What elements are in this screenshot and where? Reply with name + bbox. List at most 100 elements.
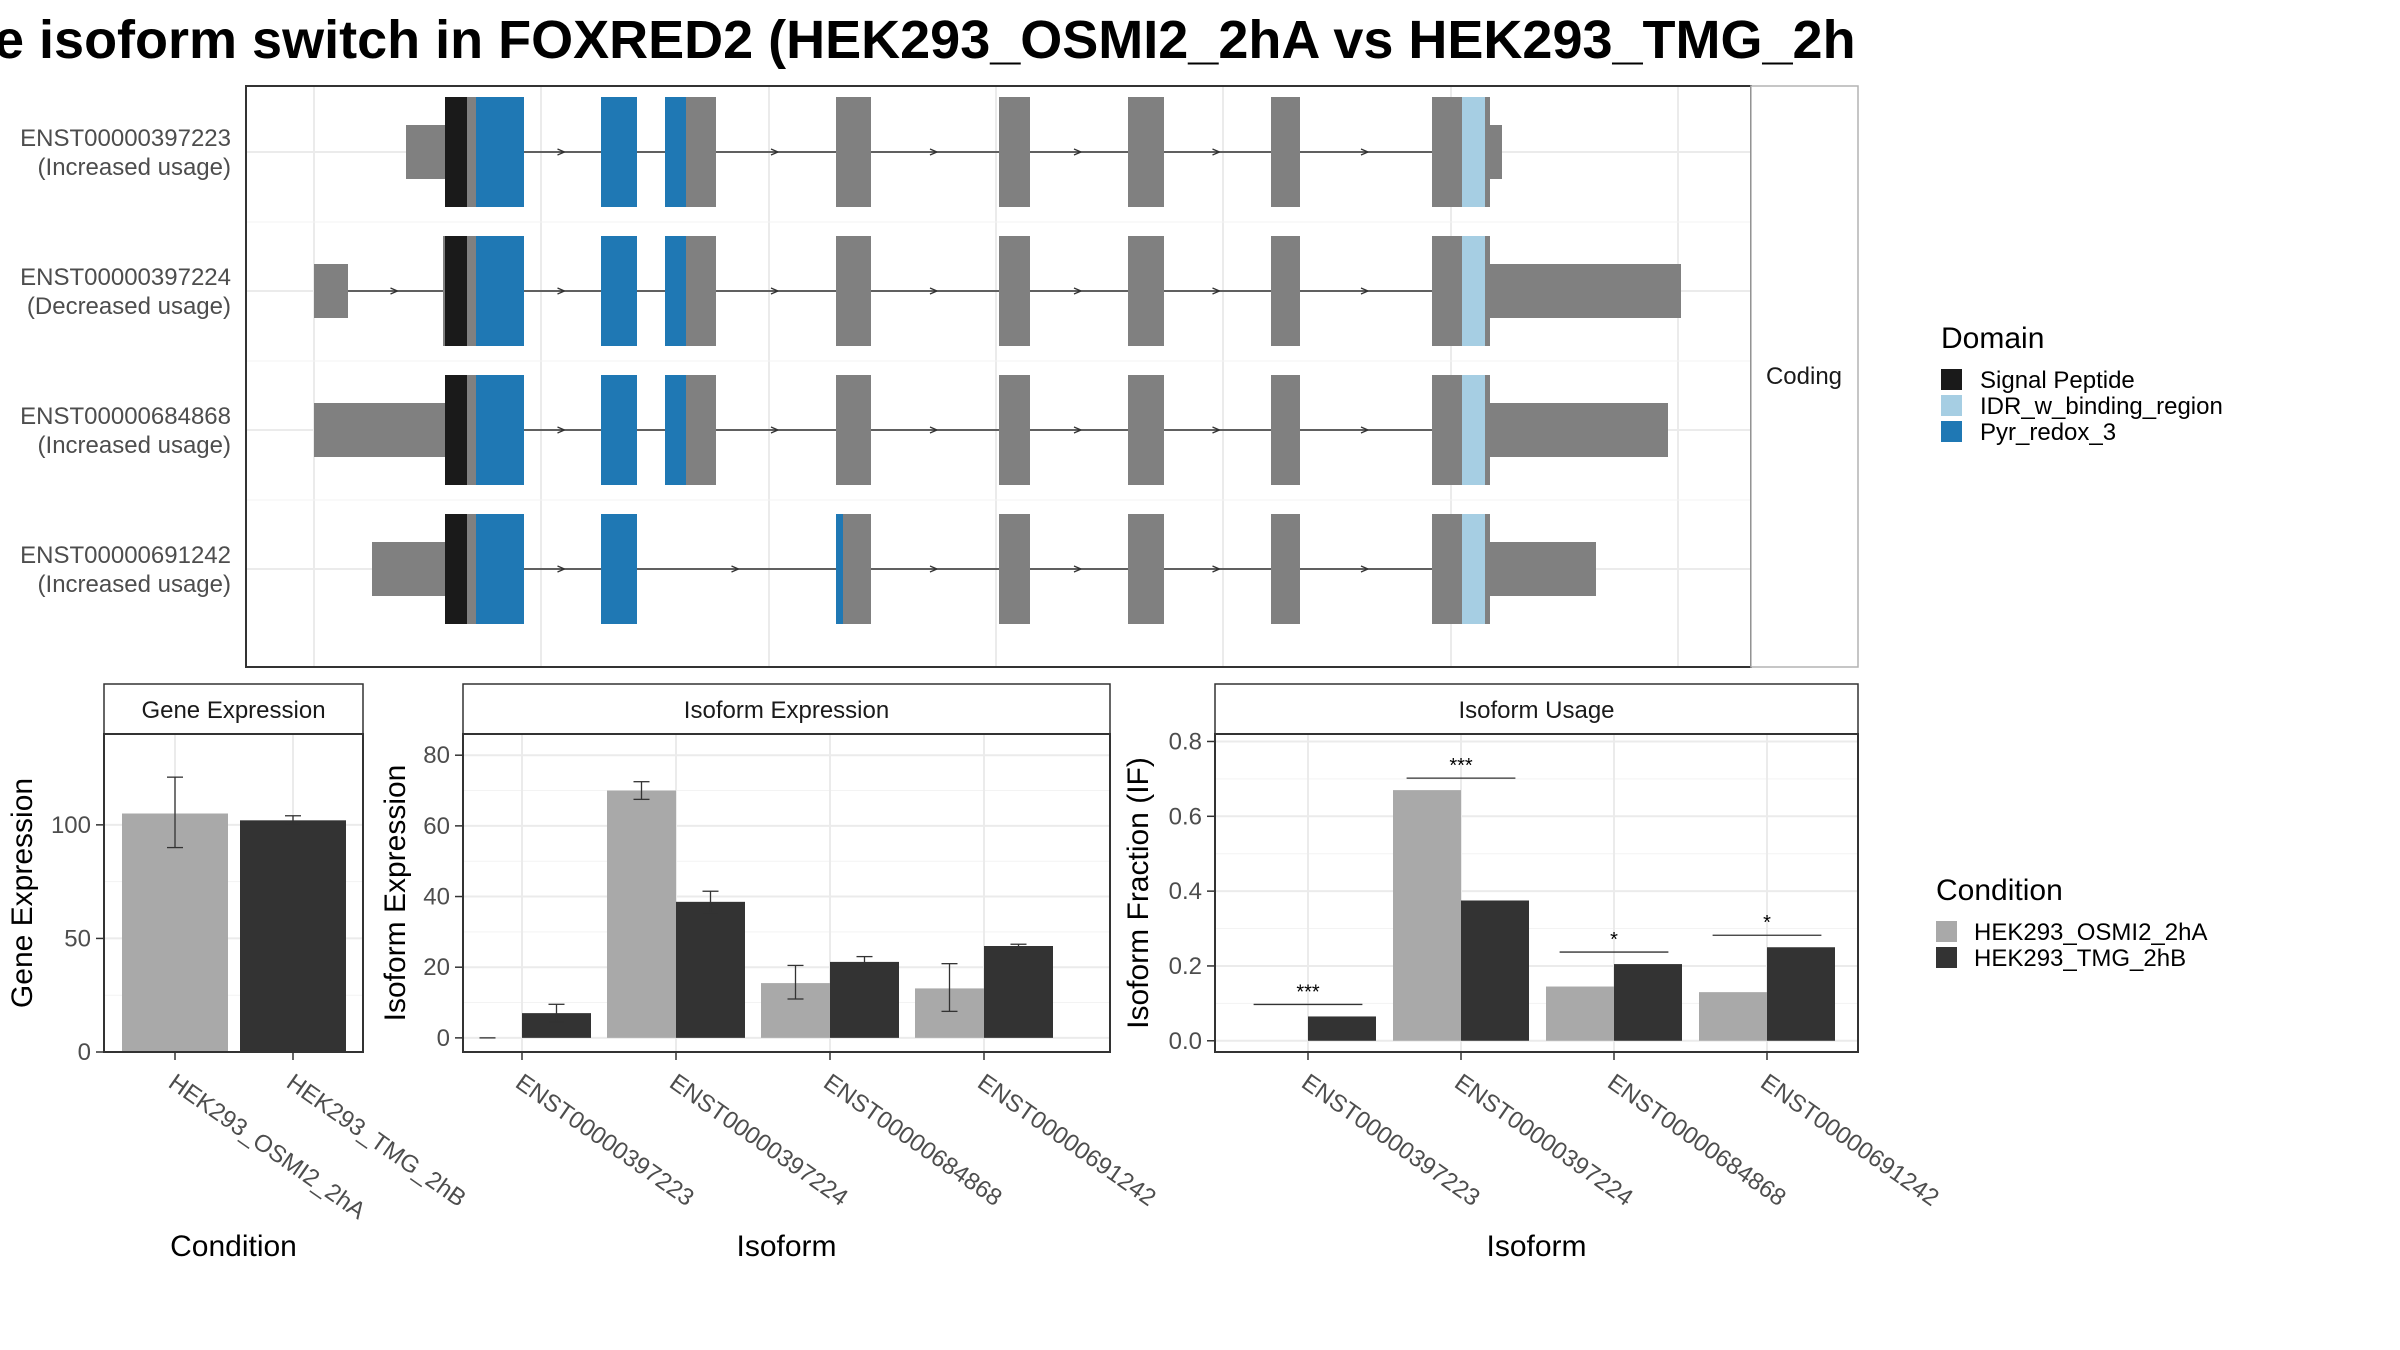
- isoform-expression-panel: Isoform ExpressionENST00000397223ENST000…: [379, 683, 1161, 1263]
- legend-label-cond-a: HEK293_OSMI2_2hA: [1974, 919, 2207, 946]
- pyr-redox-segment: [601, 236, 637, 346]
- utr5-segment: [314, 264, 348, 318]
- bar: [1308, 1016, 1376, 1041]
- intron-arrow: [1212, 287, 1222, 295]
- idr-segment: [1462, 97, 1485, 207]
- exon-segment: [467, 97, 476, 207]
- legend-key-cond-b: [1936, 947, 1957, 968]
- pyr-redox-segment: [601, 97, 637, 207]
- utr5-segment: [372, 542, 445, 596]
- intron-arrow: [731, 565, 741, 573]
- pyr-redox-segment: [476, 514, 524, 624]
- intron-arrow: [1073, 287, 1083, 295]
- y-tick-label: 50: [64, 925, 91, 952]
- utr5-segment: [406, 125, 445, 179]
- intron-arrow: [1212, 148, 1222, 156]
- exon-segment: [1485, 375, 1490, 485]
- bar: [1614, 964, 1682, 1041]
- signal-peptide-segment: [445, 97, 467, 207]
- x-axis-title: Isoform: [736, 1230, 836, 1263]
- significance-label: ***: [1449, 755, 1473, 777]
- y-axis-title: Isoform Fraction (IF): [1122, 757, 1155, 1029]
- exon-segment: [686, 236, 716, 346]
- bar: [1699, 992, 1767, 1041]
- exon-segment: [836, 375, 871, 485]
- intron-arrow: [1073, 565, 1083, 573]
- idr-segment: [1462, 236, 1485, 346]
- transcript-usage: (Increased usage): [38, 571, 231, 598]
- y-axis-title: Gene Expression: [6, 778, 39, 1008]
- x-axis-title: Isoform: [1486, 1230, 1586, 1263]
- intron-arrow: [770, 287, 780, 295]
- exon-segment: [999, 236, 1030, 346]
- intron-arrow: [1073, 426, 1083, 434]
- exon-segment: [1485, 236, 1490, 346]
- legend-key-pyr-redox: [1941, 421, 1962, 442]
- transcript-usage: (Increased usage): [38, 432, 231, 459]
- intron-arrow: [770, 426, 780, 434]
- utr5-segment: [314, 403, 445, 457]
- significance-label: *: [1763, 912, 1771, 934]
- domain-legend-title: Domain: [1941, 322, 2044, 355]
- exon-segment: [836, 236, 871, 346]
- bar: [1546, 986, 1614, 1041]
- exon-segment: [1485, 514, 1490, 624]
- y-tick-label: 100: [51, 812, 91, 839]
- intron-arrow: [770, 148, 780, 156]
- intron-arrow: [1212, 565, 1222, 573]
- legend-key-signal-peptide: [1941, 369, 1962, 390]
- y-tick-label: 80: [423, 742, 450, 769]
- pyr-redox-segment: [665, 236, 686, 346]
- exon-segment: [467, 236, 476, 346]
- exon-segment: [843, 514, 871, 624]
- intron-arrow: [929, 565, 939, 573]
- facet-label: Coding: [1766, 363, 1842, 390]
- bar: [984, 946, 1053, 1038]
- facet-strip: [1750, 85, 1859, 668]
- y-axis-title: Isoform Expression: [379, 765, 412, 1022]
- exon-segment: [999, 375, 1030, 485]
- idr-segment: [1462, 514, 1485, 624]
- utr3-segment: [1490, 403, 1668, 457]
- exon-segment: [686, 97, 716, 207]
- exon-segment: [686, 375, 716, 485]
- intron-arrow: [929, 148, 939, 156]
- panel-title: Isoform Usage: [1458, 697, 1614, 724]
- bar: [1461, 900, 1529, 1041]
- y-tick-label: 60: [423, 813, 450, 840]
- bar: [240, 820, 346, 1052]
- x-tick-label: HEK293_OSMI2_2hA: [164, 1069, 371, 1225]
- bar: [1767, 947, 1835, 1041]
- intron-arrow: [1360, 148, 1370, 156]
- significance-label: *: [1610, 929, 1618, 951]
- idr-segment: [1462, 375, 1485, 485]
- panel-strip: [103, 683, 364, 735]
- legend-label-idr: IDR_w_binding_region: [1980, 393, 2223, 420]
- intron-arrow: [1360, 565, 1370, 573]
- exon-segment: [1271, 97, 1300, 207]
- intron-arrow: [1073, 148, 1083, 156]
- y-tick-label: 0: [437, 1025, 450, 1052]
- y-tick-label: 0.2: [1169, 953, 1202, 980]
- transcript-usage: (Increased usage): [38, 154, 231, 181]
- exon-segment: [467, 514, 476, 624]
- pyr-redox-segment: [665, 97, 686, 207]
- signal-peptide-segment: [445, 375, 467, 485]
- exon-segment: [1271, 375, 1300, 485]
- intron-arrow: [557, 148, 567, 156]
- intron-arrow: [557, 287, 567, 295]
- panel-border: [103, 733, 364, 1053]
- pyr-redox-segment: [665, 375, 686, 485]
- utr3-segment: [1490, 542, 1596, 596]
- pyr-redox-segment: [476, 236, 524, 346]
- bar: [122, 813, 228, 1052]
- intron-arrow: [557, 565, 567, 573]
- exon-segment: [1271, 514, 1300, 624]
- y-tick-label: 40: [423, 884, 450, 911]
- exon-segment: [836, 97, 871, 207]
- transcript-name: ENST00000397224: [20, 264, 231, 291]
- intron-arrow: [929, 426, 939, 434]
- y-tick-label: 0.4: [1169, 878, 1202, 905]
- chart-title: e isoform switch in FOXRED2 (HEK293_OSMI…: [0, 10, 1856, 70]
